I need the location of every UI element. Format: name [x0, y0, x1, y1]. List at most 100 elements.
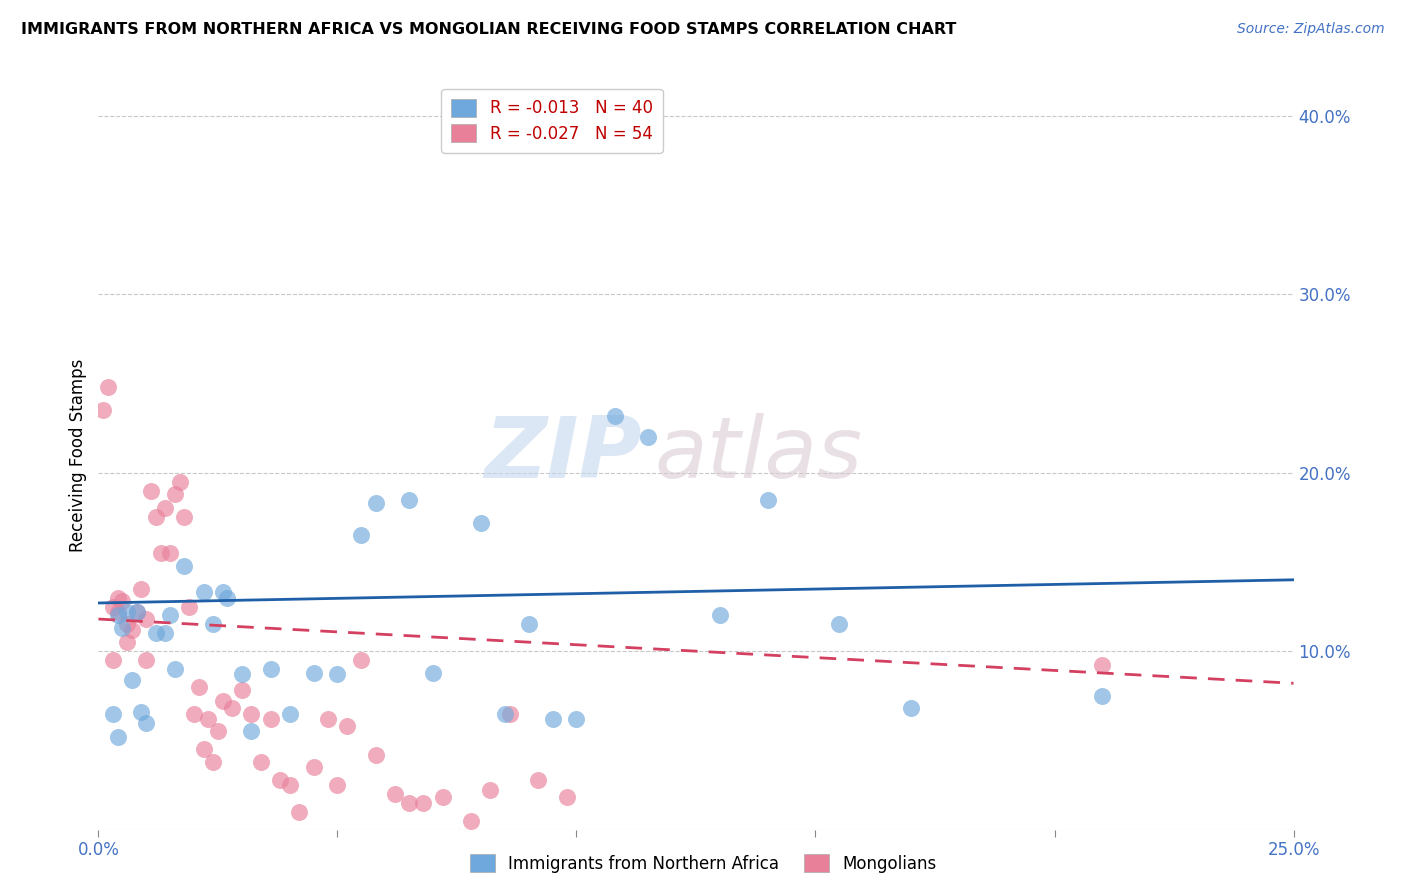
- Point: [115, 617, 138, 632]
- Point: [211, 694, 233, 708]
- Point: [101, 599, 124, 614]
- Point: [125, 605, 148, 619]
- Point: [149, 546, 172, 560]
- Point: [1091, 689, 1114, 703]
- Point: [498, 706, 520, 721]
- Point: [350, 653, 373, 667]
- Point: [193, 742, 215, 756]
- Point: [211, 585, 233, 599]
- Text: ZIP: ZIP: [485, 413, 643, 497]
- Point: [97, 380, 120, 394]
- Point: [288, 805, 311, 819]
- Point: [173, 558, 195, 573]
- Point: [125, 605, 148, 619]
- Point: [202, 617, 225, 632]
- Point: [231, 683, 253, 698]
- Point: [432, 790, 454, 805]
- Point: [326, 667, 349, 681]
- Point: [603, 409, 626, 423]
- Y-axis label: Receiving Food Stamps: Receiving Food Stamps: [69, 359, 87, 551]
- Point: [221, 701, 243, 715]
- Point: [187, 680, 209, 694]
- Point: [517, 617, 540, 632]
- Point: [460, 814, 482, 828]
- Text: Source: ZipAtlas.com: Source: ZipAtlas.com: [1237, 22, 1385, 37]
- Point: [326, 778, 349, 792]
- Point: [163, 487, 186, 501]
- Point: [278, 778, 301, 792]
- Text: atlas: atlas: [654, 413, 862, 497]
- Point: [384, 787, 406, 801]
- Point: [217, 591, 239, 605]
- Point: [637, 430, 659, 444]
- Point: [259, 662, 281, 676]
- Point: [278, 706, 301, 721]
- Point: [131, 705, 153, 719]
- Point: [107, 608, 129, 623]
- Point: [121, 673, 143, 687]
- Point: [111, 594, 134, 608]
- Point: [302, 665, 325, 680]
- Point: [565, 712, 588, 726]
- Point: [231, 667, 253, 681]
- Point: [259, 712, 281, 726]
- Point: [135, 715, 157, 730]
- Point: [145, 510, 167, 524]
- Point: [145, 626, 167, 640]
- Point: [316, 712, 339, 726]
- Point: [494, 706, 516, 721]
- Point: [541, 712, 564, 726]
- Point: [139, 483, 162, 498]
- Point: [202, 755, 225, 769]
- Point: [121, 623, 143, 637]
- Point: [131, 582, 153, 596]
- Point: [1091, 658, 1114, 673]
- Point: [135, 612, 157, 626]
- Point: [828, 617, 851, 632]
- Point: [183, 706, 205, 721]
- Point: [470, 516, 492, 530]
- Point: [364, 747, 387, 762]
- Point: [107, 605, 129, 619]
- Point: [900, 701, 922, 715]
- Point: [179, 599, 201, 614]
- Point: [107, 591, 129, 605]
- Point: [250, 755, 273, 769]
- Point: [398, 492, 420, 507]
- Point: [101, 653, 124, 667]
- Point: [302, 760, 325, 774]
- Point: [240, 724, 263, 739]
- Legend: Immigrants from Northern Africa, Mongolians: Immigrants from Northern Africa, Mongoli…: [463, 847, 943, 880]
- Point: [240, 706, 263, 721]
- Point: [193, 585, 215, 599]
- Point: [169, 475, 191, 489]
- Text: IMMIGRANTS FROM NORTHERN AFRICA VS MONGOLIAN RECEIVING FOOD STAMPS CORRELATION C: IMMIGRANTS FROM NORTHERN AFRICA VS MONGO…: [21, 22, 956, 37]
- Point: [159, 546, 181, 560]
- Point: [709, 608, 731, 623]
- Point: [269, 772, 291, 787]
- Point: [101, 706, 124, 721]
- Point: [115, 635, 138, 649]
- Point: [479, 783, 502, 797]
- Point: [412, 796, 434, 810]
- Point: [555, 790, 578, 805]
- Point: [107, 730, 129, 744]
- Point: [163, 662, 186, 676]
- Point: [197, 712, 219, 726]
- Point: [364, 496, 387, 510]
- Point: [422, 665, 444, 680]
- Legend: R = -0.013   N = 40, R = -0.027   N = 54: R = -0.013 N = 40, R = -0.027 N = 54: [441, 88, 662, 153]
- Point: [111, 621, 134, 635]
- Point: [350, 528, 373, 542]
- Point: [756, 492, 779, 507]
- Point: [155, 626, 177, 640]
- Point: [135, 653, 157, 667]
- Point: [91, 403, 114, 417]
- Point: [527, 772, 550, 787]
- Point: [173, 510, 195, 524]
- Point: [155, 501, 177, 516]
- Point: [336, 719, 359, 733]
- Point: [207, 724, 229, 739]
- Point: [159, 608, 181, 623]
- Point: [115, 605, 138, 619]
